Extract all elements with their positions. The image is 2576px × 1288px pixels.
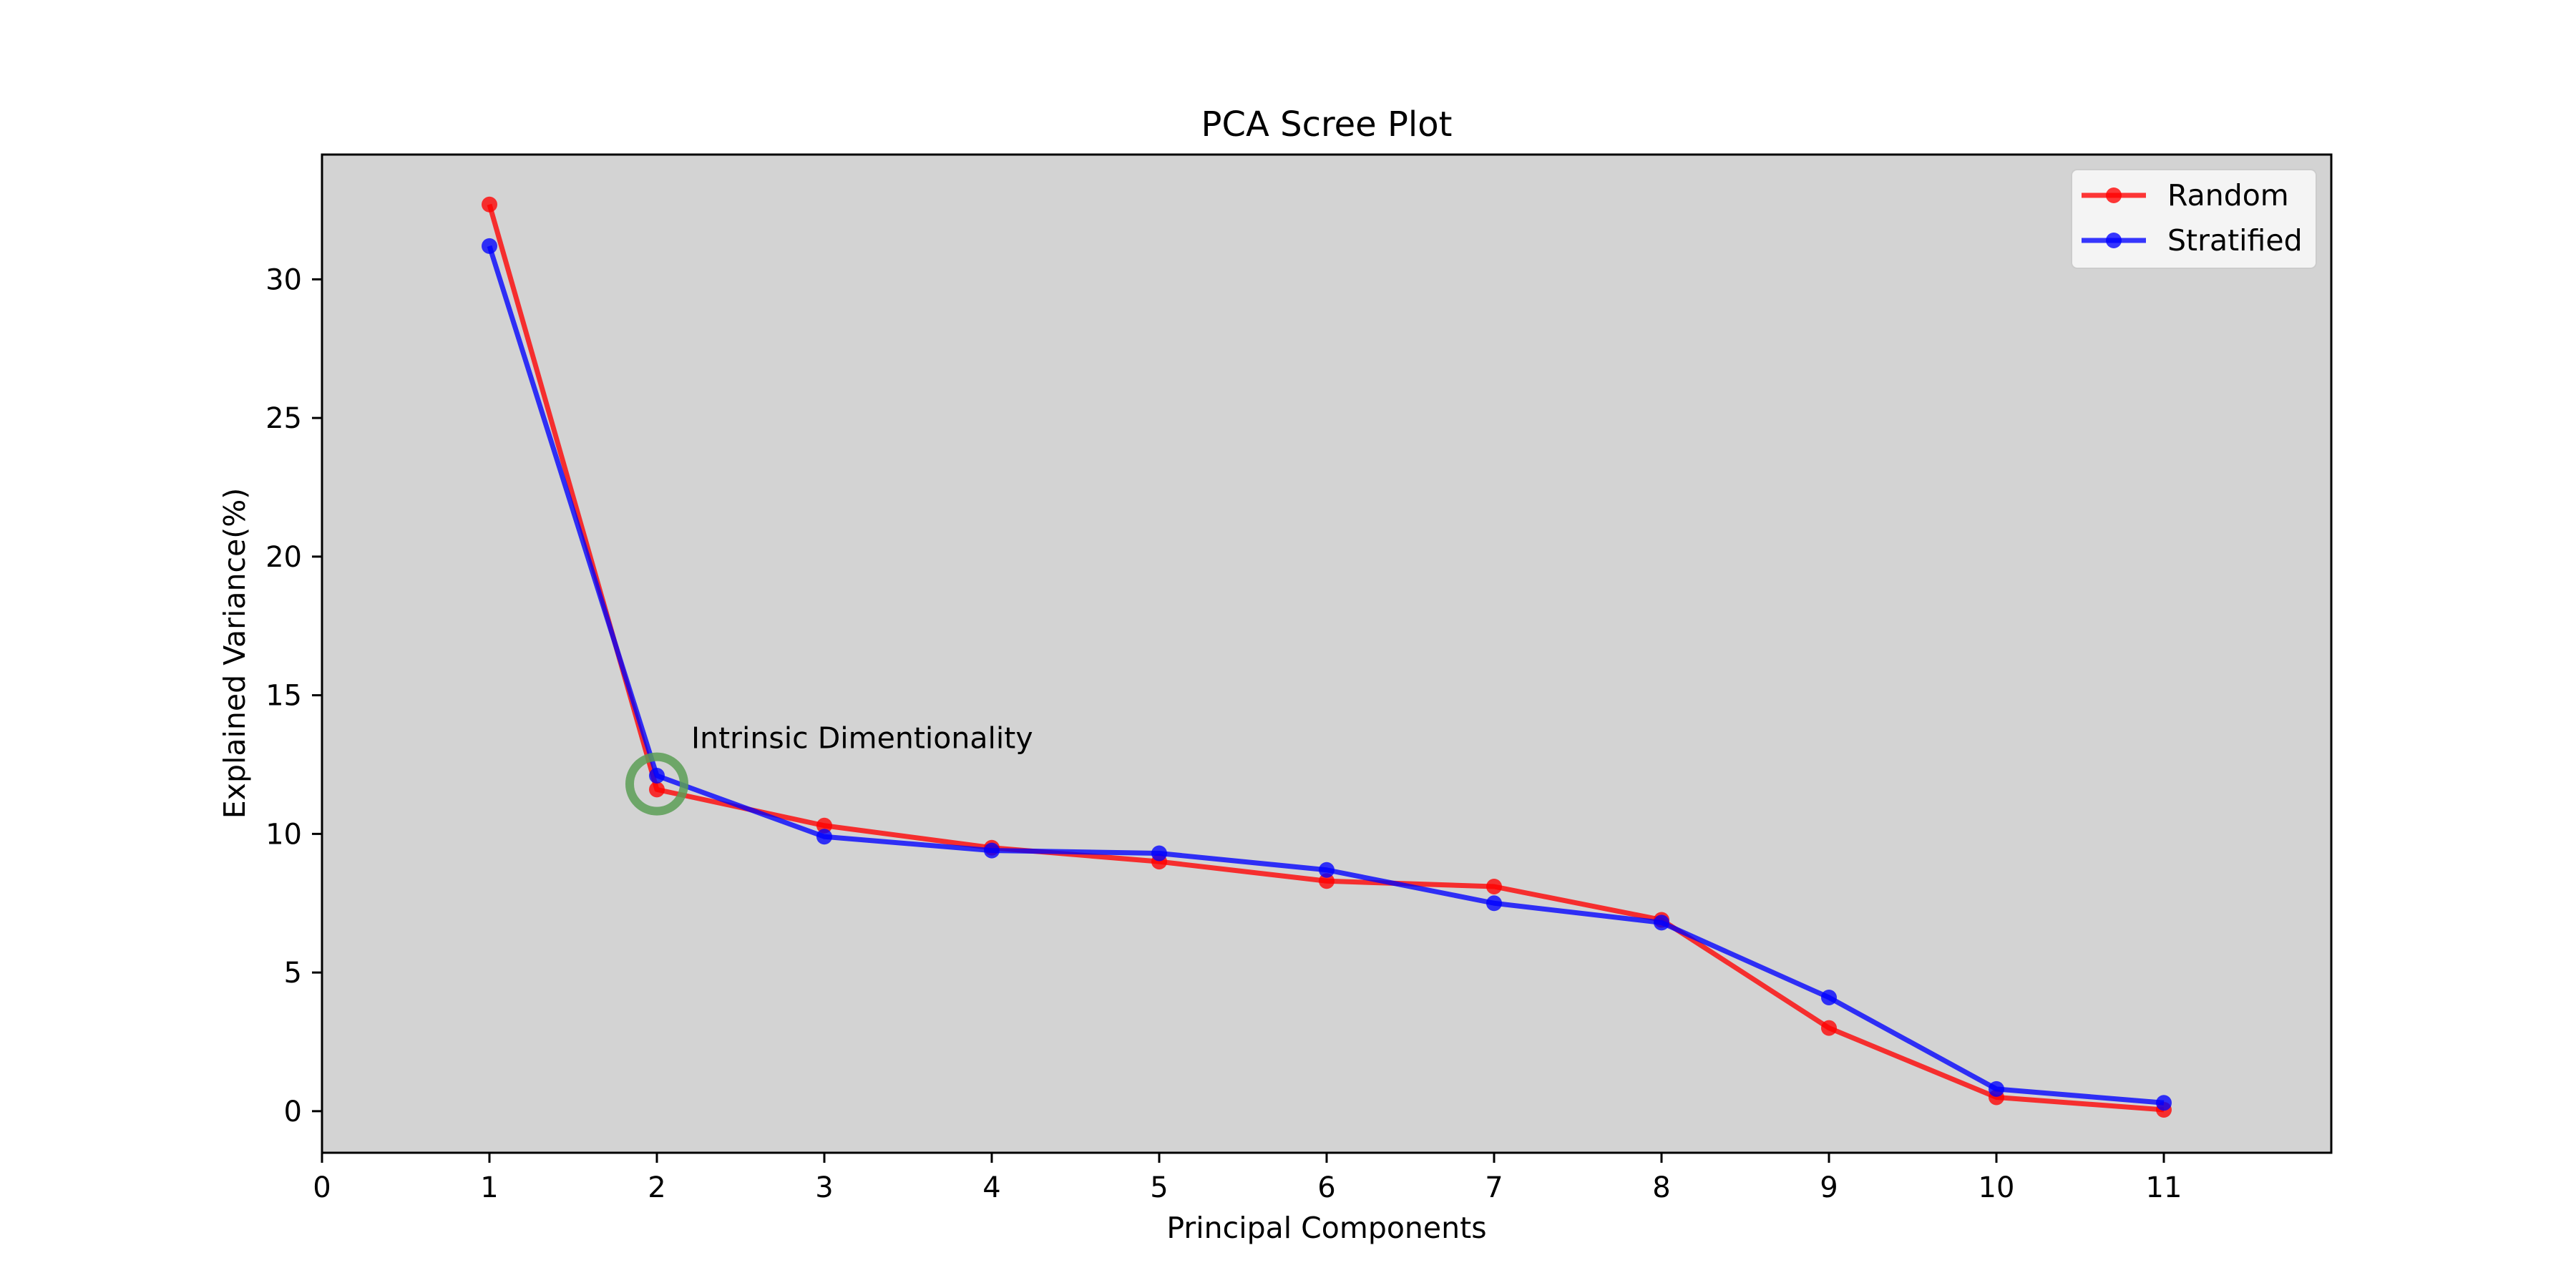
legend-label-random: Random	[2167, 178, 2289, 213]
data-point-random	[1821, 1020, 1837, 1036]
x-tick-label: 5	[1150, 1171, 1168, 1204]
legend-marker-stratified	[2106, 233, 2122, 248]
x-tick-label: 1	[480, 1171, 498, 1204]
x-tick-label: 4	[982, 1171, 1000, 1204]
x-tick-label: 6	[1317, 1171, 1335, 1204]
data-point-stratified	[984, 842, 1000, 859]
data-point-random	[649, 781, 665, 798]
data-point-random	[482, 196, 497, 213]
annotation-marker	[625, 752, 688, 816]
legend-label-stratified: Stratified	[2167, 223, 2303, 258]
x-tick-label: 11	[2146, 1171, 2182, 1204]
x-tick-label: 8	[1652, 1171, 1670, 1204]
x-tick-label: 2	[648, 1171, 665, 1204]
x-tick-label: 3	[815, 1171, 833, 1204]
x-tick-label: 10	[1979, 1171, 2015, 1204]
data-point-stratified	[2156, 1095, 2172, 1111]
data-point-random	[1486, 879, 1502, 894]
y-tick-label: 5	[284, 957, 302, 990]
series-stratified	[482, 238, 2172, 1111]
x-axis-ticks: 0 1 2 3 4 5 6 7 8 9 10 11	[313, 1153, 2182, 1204]
data-point-stratified	[649, 768, 665, 784]
y-axis-ticks: 0 5 10 15 20 25 30	[265, 263, 322, 1128]
y-tick-label: 30	[265, 263, 302, 296]
y-tick-label: 25	[265, 402, 302, 435]
annotation-layer: Intrinsic Dimentionality	[625, 721, 1033, 816]
series-layer	[482, 196, 2172, 1118]
data-point-stratified	[1151, 845, 1167, 862]
x-tick-label: 0	[313, 1171, 331, 1204]
annotation-label: Intrinsic Dimentionality	[691, 721, 1033, 756]
y-tick-label: 20	[265, 541, 302, 574]
legend-marker-random	[2106, 187, 2122, 203]
plot-area	[322, 155, 2331, 1153]
data-point-stratified	[1821, 990, 1837, 1005]
chart-title: PCA Scree Plot	[1201, 104, 1453, 145]
data-point-stratified	[482, 238, 497, 254]
x-tick-label: 7	[1485, 1171, 1503, 1204]
y-tick-label: 10	[265, 818, 302, 851]
x-axis-label: Principal Components	[1166, 1211, 1486, 1245]
data-point-random	[1319, 873, 1335, 889]
data-point-stratified	[1989, 1080, 2004, 1097]
y-tick-label: 15	[265, 680, 302, 713]
data-point-stratified	[1319, 862, 1335, 878]
data-point-stratified	[1486, 895, 1502, 912]
legend: Random Stratified	[2071, 169, 2317, 269]
x-tick-label: 9	[1820, 1171, 1838, 1204]
data-point-stratified	[816, 829, 832, 845]
data-point-stratified	[1654, 914, 1669, 931]
y-axis-label: Explained Variance(%)	[218, 488, 252, 819]
data-point-random	[816, 817, 832, 834]
y-tick-label: 0	[284, 1096, 302, 1128]
